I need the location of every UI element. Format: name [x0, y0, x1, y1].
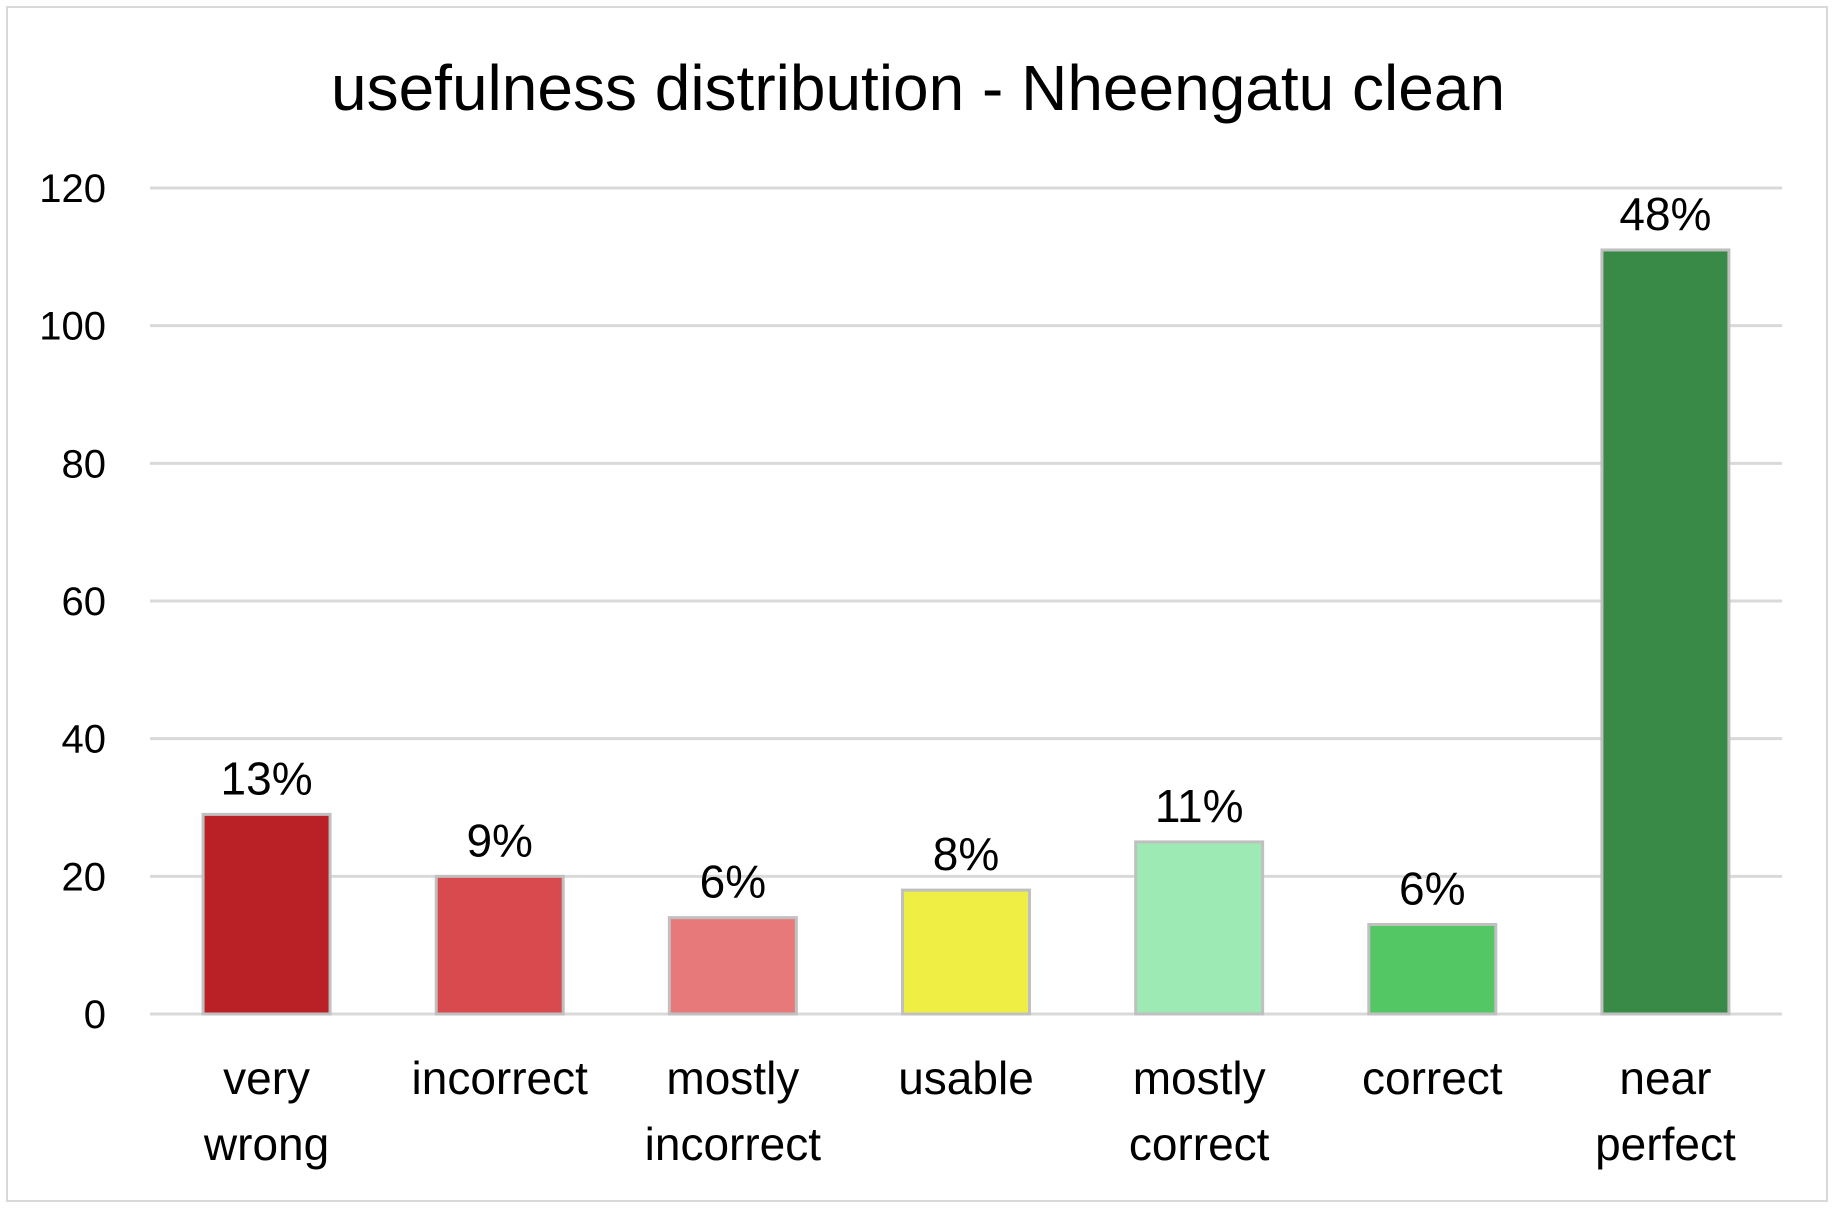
y-tick-label: 100 [39, 305, 106, 349]
category-label-0-line-1: wrong [203, 1118, 329, 1170]
bar-4 [1134, 840, 1265, 1016]
data-label-3: 8% [933, 828, 999, 880]
y-tick-label: 40 [62, 718, 107, 762]
category-label-2-line-1: incorrect [645, 1118, 822, 1170]
bar-1 [434, 874, 565, 1016]
category-label-6-line-1: perfect [1595, 1118, 1736, 1170]
chart-title: usefulness distribution - Nheengatu clea… [331, 52, 1505, 124]
category-label-1-line-0: incorrect [412, 1052, 589, 1104]
y-tick-label: 60 [62, 580, 107, 624]
bar-0 [201, 812, 332, 1016]
bars [201, 248, 1731, 1016]
y-tick-label: 0 [84, 993, 106, 1037]
data-label-6: 48% [1619, 188, 1711, 240]
category-label-3-line-0: usable [898, 1052, 1034, 1104]
y-tick-label: 120 [39, 167, 106, 211]
category-label-2-line-0: mostly [666, 1052, 799, 1104]
x-axis-categories: very wrong incorrect mostly incorrect usable m… [203, 1052, 1736, 1170]
gridlines [150, 186, 1782, 1016]
y-tick-label: 20 [62, 855, 107, 899]
category-label-5-line-0: correct [1362, 1052, 1503, 1104]
category-label-4-line-0: mostly [1133, 1052, 1266, 1104]
data-label-2: 6% [700, 856, 766, 908]
y-axis-ticks: 0 20 40 60 80 100 120 [39, 167, 106, 1037]
data-label-0: 13% [221, 752, 313, 804]
data-label-1: 9% [466, 814, 532, 866]
data-labels: 13% 9% 6% 8% 11% 6% 48% [221, 188, 1712, 915]
category-label-4-line-1: correct [1129, 1118, 1270, 1170]
bar-6 [1600, 248, 1731, 1016]
bar-5 [1367, 923, 1498, 1016]
bar-2 [667, 916, 798, 1016]
category-label-6-line-0: near [1619, 1052, 1711, 1104]
data-label-5: 6% [1399, 863, 1465, 915]
category-label-0-line-0: very [223, 1052, 310, 1104]
data-label-4: 11% [1155, 780, 1244, 832]
y-tick-label: 80 [62, 442, 107, 486]
bar-3 [901, 888, 1031, 1016]
